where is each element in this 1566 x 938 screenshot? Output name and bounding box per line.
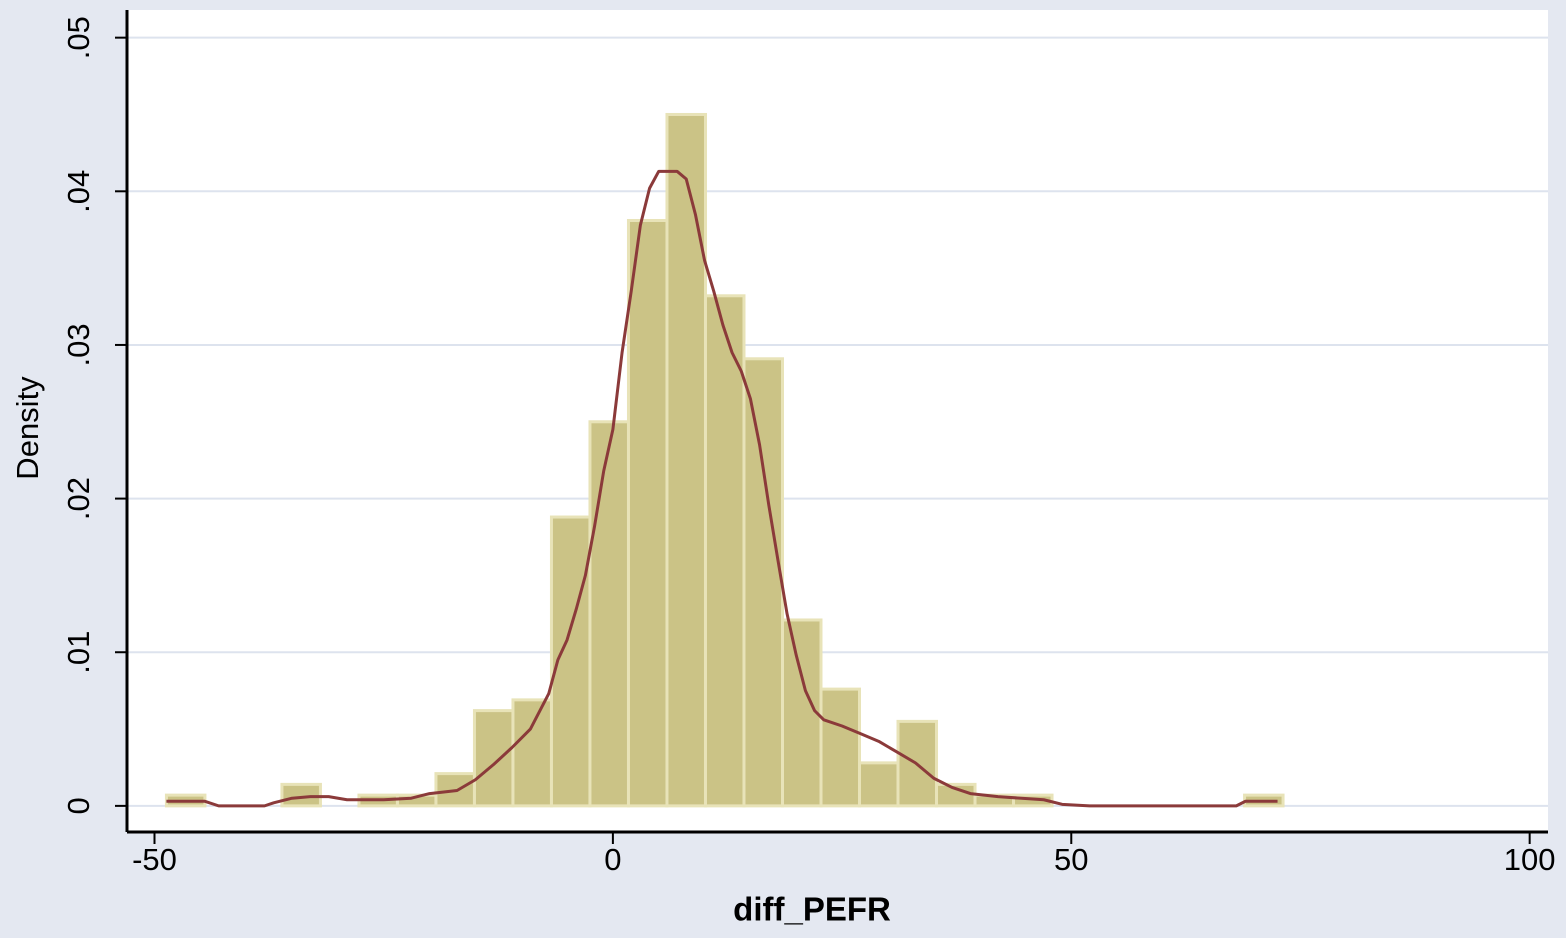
histogram-bar — [472, 709, 515, 808]
histogram-bar — [819, 687, 862, 808]
histogram-bar — [780, 618, 823, 808]
y-tick-label: .03 — [61, 323, 96, 366]
histogram-bar — [665, 112, 707, 808]
y-axis-title: Density — [10, 376, 45, 480]
histogram-bar — [858, 761, 900, 808]
histogram-bar — [742, 357, 784, 808]
y-tick-label: .04 — [61, 170, 96, 213]
x-tick-label: 0 — [604, 842, 621, 877]
histogram-bar — [280, 782, 322, 808]
histogram-bar — [511, 698, 553, 808]
marks — [164, 112, 1285, 808]
x-tick-label: 50 — [1054, 842, 1088, 877]
y-tick-label: .01 — [61, 631, 96, 674]
histogram-bar — [703, 294, 746, 808]
density-line — [166, 169, 1278, 808]
x-axis-title: diff_PEFR — [733, 891, 891, 928]
y-tick-label: .02 — [61, 477, 96, 520]
x-tick-label: 100 — [1504, 842, 1556, 877]
y-tick-label: .05 — [61, 16, 96, 59]
axes: 0 .01 .02 .03 .04 .05 -50 0 50 100 — [61, 10, 1556, 877]
y-tick-label: 0 — [61, 797, 96, 814]
x-tick-label: -50 — [132, 842, 177, 877]
histogram-bar — [626, 218, 669, 808]
histogram-bar — [588, 420, 630, 808]
